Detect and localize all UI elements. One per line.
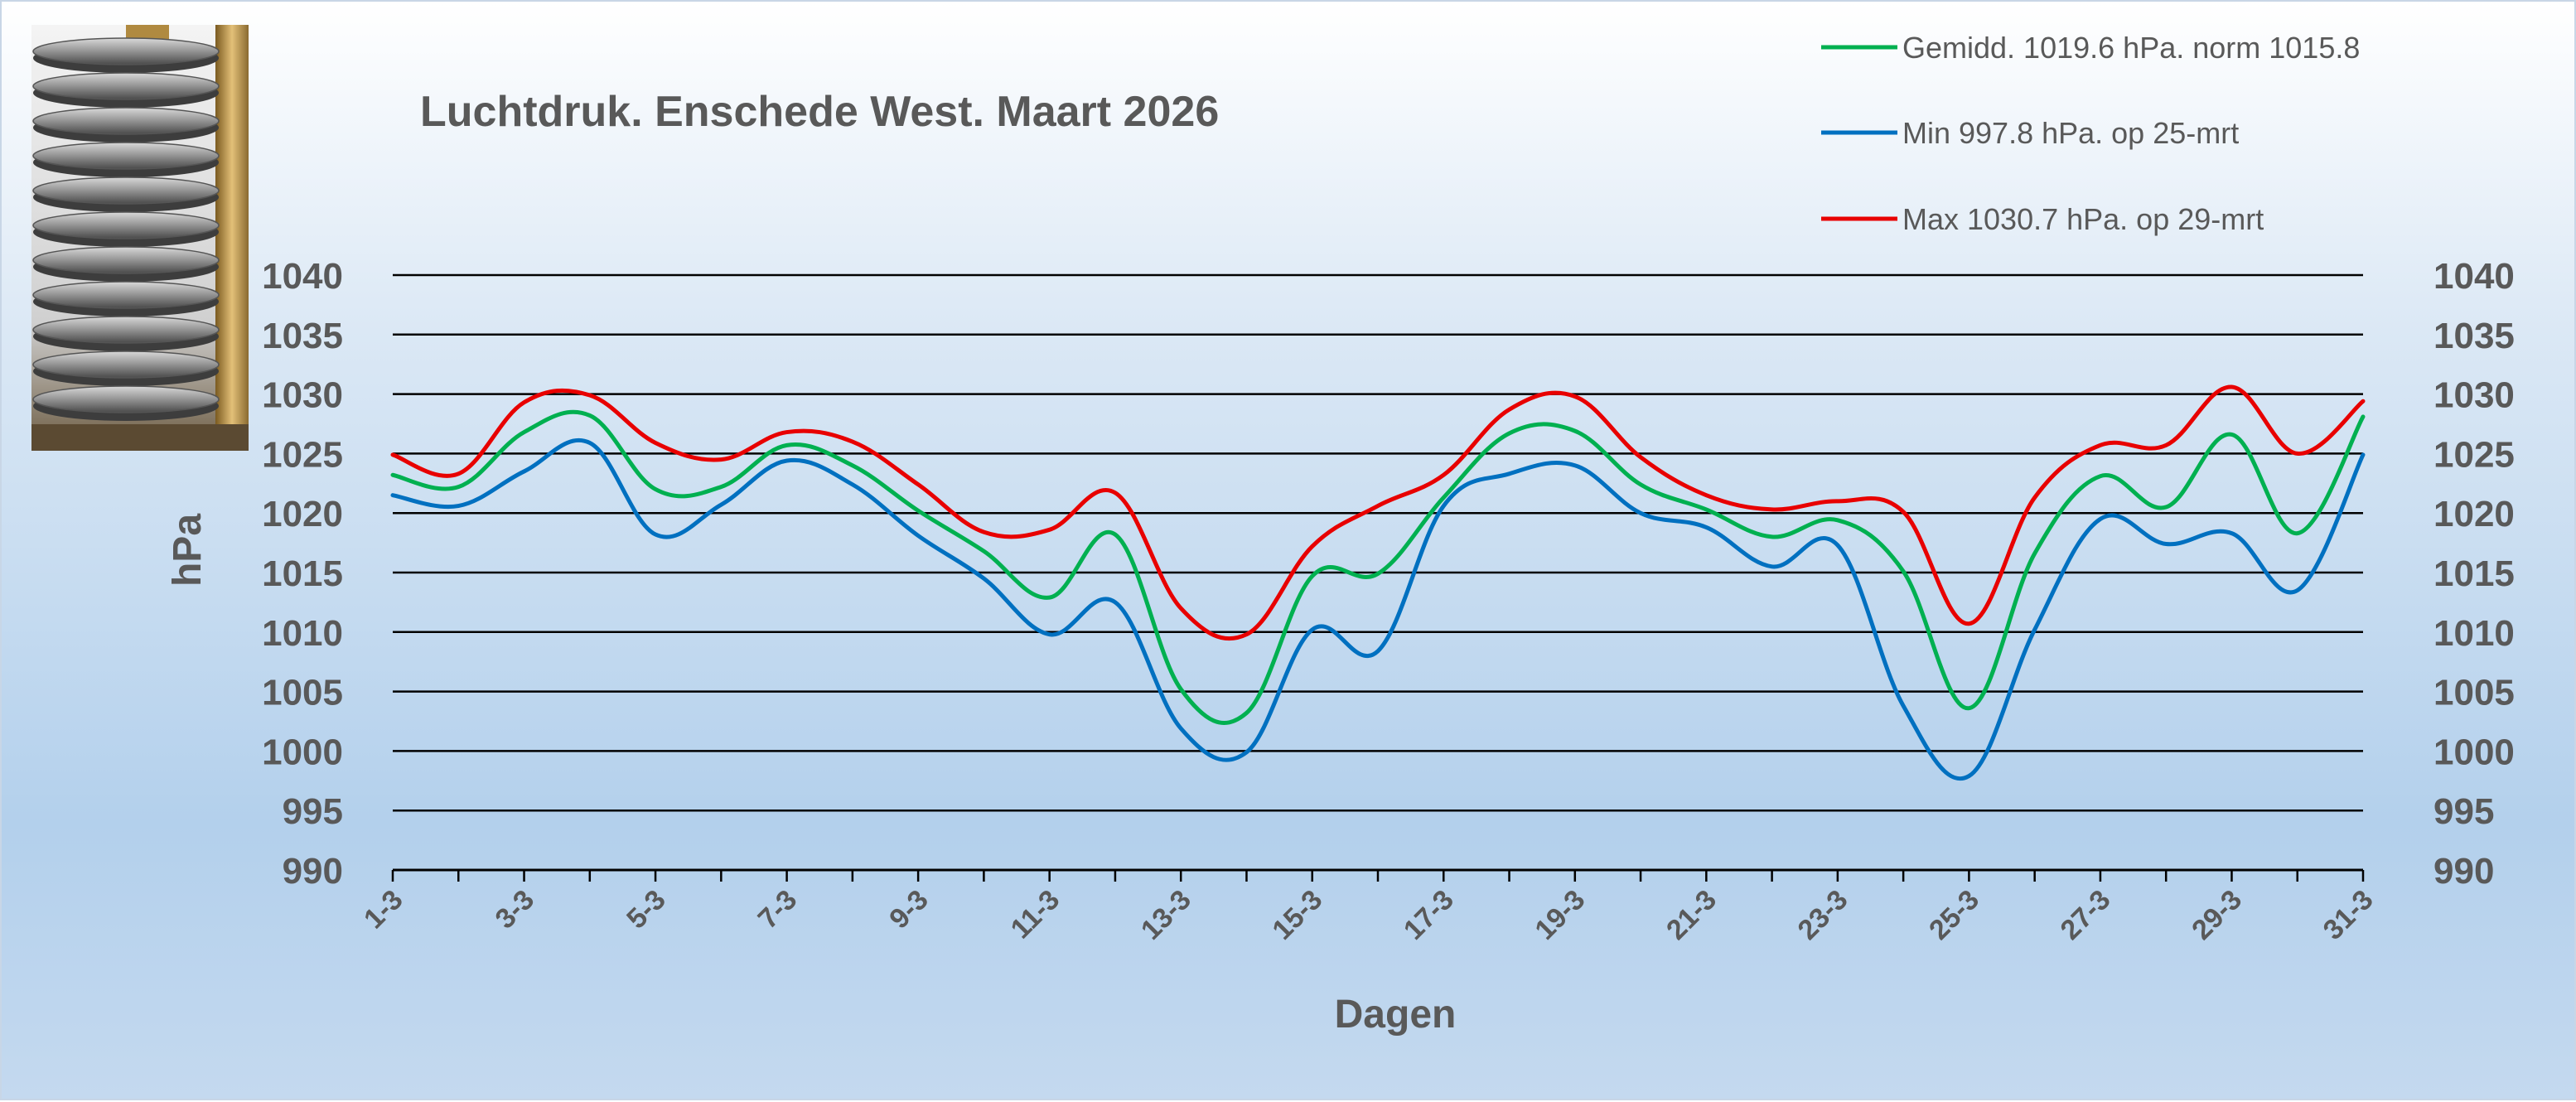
x-tick-label: 23-3 [1792, 884, 1854, 946]
y-tick-label-right: 1020 [2433, 494, 2515, 534]
x-tick-label: 7-3 [752, 884, 804, 935]
x-tick-label: 19-3 [1529, 884, 1591, 946]
y-tick-label-right: 1015 [2433, 553, 2515, 594]
capsule [32, 107, 220, 135]
y-tick-label-right: 995 [2433, 791, 2494, 832]
x-tick-label: 21-3 [1660, 884, 1723, 946]
x-tick-label: 25-3 [1923, 884, 1985, 946]
y-tick-label-left: 995 [283, 791, 343, 832]
x-tick-label: 15-3 [1266, 884, 1328, 946]
x-tick-label: 13-3 [1135, 884, 1197, 946]
y-tick-label-right: 990 [2433, 851, 2494, 892]
x-tick-label: 29-3 [2186, 884, 2248, 946]
chart-title: Luchtdruk. Enschede West. Maart 2026 [420, 88, 1219, 136]
capsule [32, 211, 220, 239]
capsule [32, 37, 220, 65]
y-tick-label-right: 1010 [2433, 613, 2515, 654]
capsule [32, 72, 220, 100]
x-tick-label: 31-3 [2317, 884, 2380, 946]
legend-label: Min 997.8 hPa. op 25-mrt [1902, 116, 2239, 150]
y-tick-label-right: 1040 [2433, 256, 2515, 297]
capsule [32, 281, 220, 309]
y-tick-label-left: 1040 [262, 256, 343, 297]
x-axis: 1-3 3-3 5-3 7-3 9-3 11-3 13-3 15-3 17-3 19-3 21-3 2… [358, 868, 2380, 946]
y-tick-label-right: 1025 [2433, 434, 2515, 475]
y-axis-right: 990 995 1000 1005 1010 1015 1020 1025 1030 1035 10… [2433, 256, 2515, 892]
x-tick-label: 5-3 [621, 884, 672, 935]
x-tick-label: 11-3 [1005, 884, 1066, 945]
series-line-1 [390, 437, 2366, 781]
capsule [32, 350, 220, 379]
x-tick-label: 17-3 [1398, 884, 1460, 946]
y-tick-label-left: 1015 [262, 553, 343, 594]
y-tick-label-left: 1025 [262, 434, 343, 475]
legend-label: Gemidd. 1019.6 hPa. norm 1015.8 [1902, 31, 2360, 65]
capsule [32, 176, 220, 205]
y-axis-label: hPa [166, 514, 210, 587]
legend-label: Max 1030.7 hPa. op 29-mrt [1902, 202, 2264, 236]
y-tick-label-right: 1000 [2433, 732, 2515, 772]
y-tick-label-left: 1005 [262, 673, 343, 713]
x-tick-label: 3-3 [490, 884, 541, 935]
y-axis-left: 990 995 1000 1005 1010 1015 1020 1025 1030 1035 10… [262, 256, 343, 892]
y-tick-label-right: 1030 [2433, 375, 2515, 416]
y-tick-label-left: 1000 [262, 732, 343, 772]
y-tick-label-left: 990 [283, 851, 343, 892]
y-tick-label-right: 1035 [2433, 316, 2515, 356]
capsule [32, 316, 220, 344]
legend: Gemidd. 1019.6 hPa. norm 1015.8 Min 997.8… [1821, 31, 2360, 236]
series-line-0 [390, 409, 2366, 725]
y-tick-label-left: 1020 [262, 494, 343, 534]
x-tick-label: 27-3 [2055, 884, 2117, 946]
capsule [32, 142, 220, 170]
y-tick-label-left: 1030 [262, 375, 343, 416]
series-lines [390, 384, 2366, 781]
capsule [32, 385, 220, 413]
barometer-photo [31, 25, 249, 451]
y-tick-label-right: 1005 [2433, 673, 2515, 713]
x-tick-label: 1-3 [358, 884, 409, 935]
x-axis-label: Dagen [1335, 993, 1457, 1037]
x-tick-label: 9-3 [883, 884, 935, 935]
series-line-2 [390, 384, 2366, 641]
gridlines [393, 273, 2363, 812]
y-tick-label-left: 1010 [262, 613, 343, 654]
y-tick-label-left: 1035 [262, 316, 343, 356]
capsule [32, 246, 220, 274]
